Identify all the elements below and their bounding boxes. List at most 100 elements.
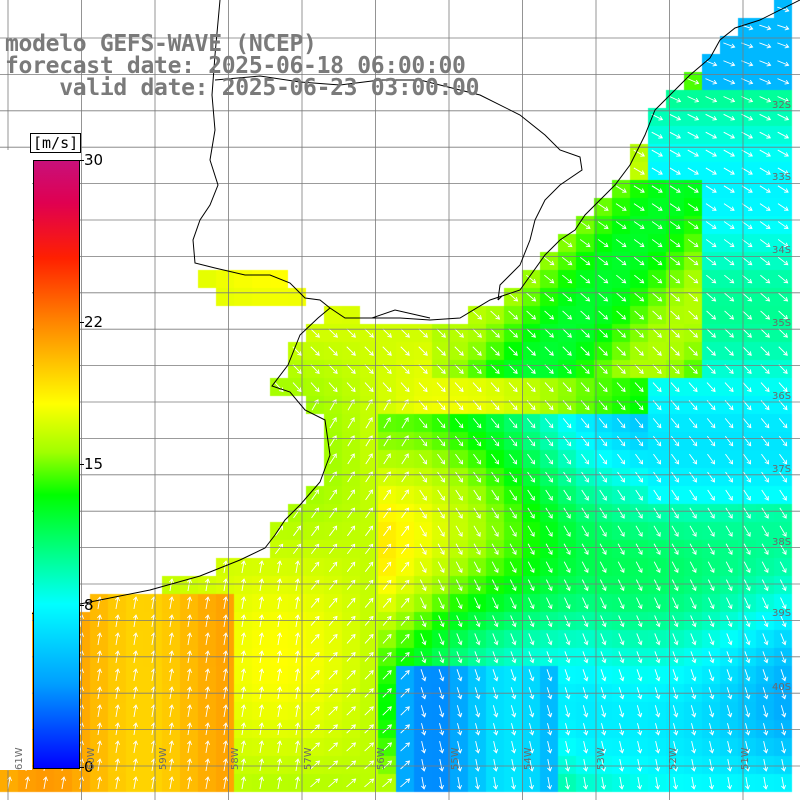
wind-arrow-head [97, 668, 102, 673]
wind-arrow-head [495, 369, 500, 374]
wind-arrow-head [584, 586, 589, 592]
wind-arrow [420, 597, 426, 609]
wind-arrow [115, 723, 119, 735]
wind-arrow-head [747, 260, 753, 266]
wind-arrow-head [333, 706, 338, 711]
wind-arrow-head [511, 694, 517, 700]
wind-arrow [761, 525, 769, 537]
wind-arrow-head [297, 351, 302, 356]
wind-arrow [436, 435, 446, 447]
wind-arrow-head [764, 405, 770, 411]
wind-arrow-head [584, 459, 590, 465]
wind-arrow-head [655, 658, 661, 664]
wind-arrow-head [658, 134, 664, 139]
wind-arrow-head [512, 496, 517, 501]
wind-arrow-head [655, 622, 661, 628]
wind-arrow [763, 777, 767, 789]
wind-arrow [759, 167, 771, 175]
wind-arrow [241, 705, 245, 717]
wind-arrow [346, 364, 356, 374]
wind-arrow-head [782, 568, 787, 574]
wind-arrow-head [565, 766, 571, 772]
wind-arrow [205, 741, 209, 753]
wind-arrow-head [476, 586, 481, 592]
wind-arrow-head [386, 579, 392, 585]
wind-arrow-head [494, 532, 499, 537]
wind-arrow-head [676, 188, 681, 193]
wind-arrow [382, 670, 392, 680]
wind-arrow [741, 113, 753, 121]
wind-arrow-head [782, 459, 788, 465]
wind-arrow-head [622, 188, 627, 193]
wind-arrow [455, 453, 463, 465]
wind-arrow-head [405, 688, 410, 693]
wind-arrow [741, 185, 753, 193]
wind-arrow [328, 616, 338, 626]
wind-arrow-head [387, 670, 392, 675]
wind-arrow [437, 507, 445, 519]
wind-arrow [133, 759, 137, 771]
wind-arrow [419, 579, 427, 591]
wind-arrow-head [657, 296, 663, 302]
wind-arrow-head [565, 694, 571, 700]
wind-arrow [420, 669, 426, 681]
wind-arrow [563, 543, 571, 555]
wind-arrow-head [512, 423, 518, 429]
wind-arrow [723, 60, 735, 66]
wind-arrow-head [169, 632, 174, 637]
wind-arrow-head [457, 694, 463, 700]
wind-arrow [543, 256, 555, 266]
wind-arrow [598, 364, 608, 374]
wind-arrow [546, 615, 552, 627]
wind-arrow [382, 364, 392, 374]
wind-arrow-head [765, 278, 771, 284]
wind-arrow-head [493, 785, 498, 790]
colorbar-tick-label: 15 [84, 454, 104, 473]
wind-arrow [527, 453, 535, 465]
wind-arrow-head [549, 333, 554, 338]
wind-arrow-head [567, 315, 573, 320]
wind-arrow-head [548, 477, 553, 483]
wind-arrow-head [655, 694, 661, 700]
wind-arrow-head [709, 640, 715, 646]
wind-arrow-head [585, 224, 591, 229]
wind-arrow [723, 131, 735, 139]
wind-arrow [491, 579, 499, 591]
wind-arrow [277, 741, 281, 753]
wind-arrow [689, 453, 697, 465]
wind-arrow [689, 543, 697, 555]
wind-arrow [310, 382, 320, 392]
wind-arrow-head [332, 453, 337, 458]
wind-arrow [474, 633, 480, 645]
wind-arrow [310, 616, 320, 626]
wind-arrow-head [495, 315, 501, 320]
wind-arrow [364, 724, 374, 734]
wind-arrow-head [601, 712, 607, 718]
wind-arrow-head [655, 676, 661, 682]
wind-arrow [526, 418, 536, 428]
wind-arrow-head [79, 758, 84, 763]
wind-arrow-head [405, 742, 411, 747]
wind-arrow-head [584, 514, 589, 519]
wind-arrow [346, 742, 356, 752]
wind-arrow [562, 382, 572, 392]
wind-arrow [633, 149, 645, 157]
longitude-label: 57W [303, 747, 314, 770]
wind-arrow-head [583, 640, 589, 646]
wind-arrow-head [655, 604, 661, 610]
wind-arrow-head [639, 387, 644, 393]
wind-arrow [437, 453, 445, 465]
wind-arrow [778, 364, 788, 374]
wind-arrow-head [748, 116, 754, 121]
wind-arrow-head [691, 748, 697, 754]
wind-arrow-head [386, 507, 391, 513]
wind-arrow [690, 705, 696, 717]
wind-arrow [365, 489, 373, 501]
wind-arrow-head [729, 278, 735, 284]
wind-arrow-head [693, 260, 699, 266]
colorbar-tick-label: 22 [84, 312, 104, 331]
wind-arrow-head [565, 604, 571, 610]
wind-arrow [509, 561, 517, 573]
wind-arrow-head [512, 568, 517, 574]
wind-arrow [581, 561, 589, 573]
